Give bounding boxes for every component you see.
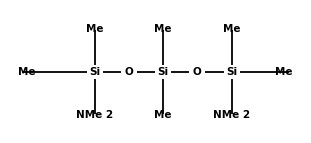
Text: Me: Me [154,24,172,34]
Text: NMe 2: NMe 2 [77,110,114,120]
Text: NMe 2: NMe 2 [213,110,251,120]
Text: Me: Me [154,110,172,120]
Text: O: O [193,67,202,77]
Text: O: O [125,67,133,77]
Text: Si: Si [226,67,238,77]
Text: Me: Me [223,24,241,34]
Text: Me: Me [86,24,104,34]
Text: Me: Me [18,67,35,77]
Text: Me: Me [276,67,293,77]
Text: Si: Si [90,67,100,77]
Text: Si: Si [157,67,169,77]
